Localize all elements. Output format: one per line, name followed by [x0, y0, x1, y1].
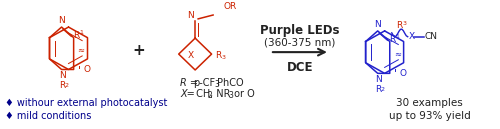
Text: 30 examples: 30 examples [396, 98, 463, 108]
Text: DCE: DCE [286, 61, 313, 74]
Text: 2: 2 [207, 91, 212, 100]
Text: p-CF: p-CF [193, 78, 216, 88]
Text: 1: 1 [80, 30, 84, 35]
Text: , NR: , NR [210, 89, 231, 99]
Text: +: + [132, 43, 144, 58]
Text: R: R [396, 21, 403, 30]
Text: R: R [216, 51, 222, 61]
Text: N: N [58, 16, 65, 25]
Text: 3: 3 [228, 91, 233, 100]
Text: (360-375 nm): (360-375 nm) [264, 38, 336, 47]
Text: R: R [390, 35, 396, 44]
Text: 2: 2 [380, 87, 384, 92]
Text: 3: 3 [402, 21, 406, 26]
Text: or O: or O [231, 89, 255, 99]
Text: X: X [408, 32, 415, 41]
Text: N: N [374, 20, 381, 29]
Text: ♦ withour external photocatalyst: ♦ withour external photocatalyst [4, 98, 167, 108]
Text: 2: 2 [64, 83, 68, 88]
Text: 3: 3 [222, 55, 226, 60]
Text: ♦ mild conditions: ♦ mild conditions [4, 111, 91, 121]
Text: R: R [74, 31, 80, 40]
Text: ≈: ≈ [78, 45, 84, 54]
Text: OR: OR [223, 2, 236, 11]
Text: R =: R = [180, 78, 202, 88]
Text: CN: CN [424, 32, 438, 41]
Text: N: N [376, 75, 382, 84]
Text: X=: X= [180, 89, 198, 99]
Text: Purple LEDs: Purple LEDs [260, 24, 340, 37]
Text: R: R [376, 85, 382, 94]
Text: ≈: ≈ [394, 49, 400, 58]
Text: N: N [188, 11, 194, 20]
Text: O: O [84, 65, 90, 74]
Text: R: R [60, 81, 66, 90]
Text: PhCO: PhCO [217, 78, 244, 88]
Text: O: O [400, 69, 406, 78]
Text: 3: 3 [214, 80, 219, 89]
Text: CH: CH [193, 89, 210, 99]
Text: X: X [188, 51, 194, 61]
Text: 1: 1 [396, 34, 400, 39]
Text: up to 93% yield: up to 93% yield [388, 111, 470, 121]
Text: N: N [59, 71, 66, 80]
